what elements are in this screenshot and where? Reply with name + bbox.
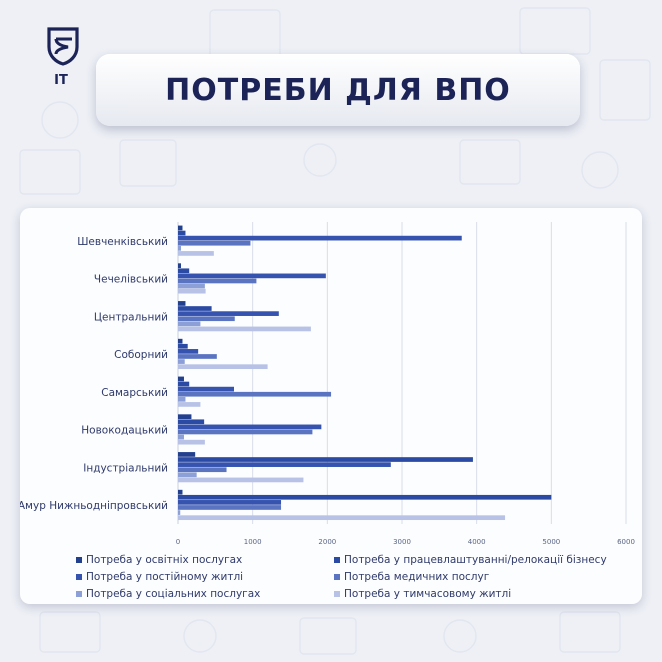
category-label: Чечелівський [94, 274, 168, 286]
bar [178, 452, 196, 457]
x-tick-label: 6000 [617, 538, 635, 546]
bar [178, 338, 183, 344]
bar [178, 240, 251, 246]
bar [178, 510, 181, 515]
shield-icon [47, 27, 79, 66]
legend-swatch [334, 573, 340, 580]
x-tick-label: 5000 [542, 538, 560, 546]
bar [178, 505, 282, 510]
bar [178, 396, 186, 402]
legend-item: Потреба у соціальних послугах [76, 586, 334, 601]
bar [178, 376, 184, 382]
legend-swatch [334, 556, 340, 563]
legend-item: Потреба у освітніх послугах [76, 552, 334, 567]
legend-label: Потреба медичних послуг [344, 570, 490, 583]
bar [178, 462, 391, 467]
bar [178, 263, 181, 269]
legend-label: Потреба у соціальних послугах [86, 587, 261, 600]
bar [178, 349, 199, 354]
bar [178, 301, 186, 306]
bar [178, 278, 257, 284]
x-tick-label: 4000 [468, 538, 486, 546]
bar [178, 311, 279, 316]
legend-label: Потреба у постійному житлі [86, 570, 244, 583]
bar [178, 472, 197, 478]
bar [178, 477, 304, 483]
chart-legend: Потреба у освітніх послугах Потреба у пра… [76, 552, 636, 601]
bar [178, 364, 268, 370]
bar [178, 381, 190, 387]
category-label: Самарський [101, 387, 168, 399]
bar [178, 391, 332, 397]
bar [178, 515, 506, 521]
brand-logo: IT [46, 26, 80, 88]
legend-label: Потреба у освітніх послугах [86, 553, 243, 566]
legend-item: Потреба медичних послуг [334, 569, 634, 584]
bar [178, 354, 217, 359]
bar [178, 273, 326, 279]
bar [178, 429, 313, 435]
x-tick-label: 0 [176, 538, 180, 546]
bar [178, 245, 181, 251]
bar [178, 494, 552, 500]
bar [178, 386, 234, 392]
bar-chart: 0 1000 2000 3000 4000 5000 6000 Шевченківський Ч… [20, 222, 635, 546]
bar [178, 434, 184, 440]
bar [178, 500, 282, 505]
category-label: Соборний [114, 349, 168, 361]
legend-swatch [76, 590, 82, 597]
legend-swatch [76, 573, 82, 580]
bar [178, 402, 201, 407]
page-title: ПОТРЕБИ ДЛЯ ВПО [165, 72, 511, 108]
bar [178, 306, 212, 311]
bar [178, 489, 183, 495]
chart-card: 0 1000 2000 3000 4000 5000 6000 Шевченківський Ч… [20, 208, 642, 604]
x-tick-label: 1000 [244, 538, 262, 546]
bar [178, 326, 311, 332]
legend-item: Потреба у тимчасовому житлі [334, 586, 634, 601]
legend-swatch [334, 590, 340, 597]
category-label: Центральний [94, 311, 168, 323]
bar [178, 316, 235, 322]
bar [178, 457, 473, 462]
category-label: Новокодацький [81, 425, 168, 437]
bar [178, 439, 205, 445]
bar [178, 235, 462, 241]
x-tick-label: 3000 [393, 538, 411, 546]
bar [178, 343, 188, 349]
category-label: Шевченківський [77, 236, 168, 248]
category-label: Амур Нижньодніпровський [20, 500, 168, 512]
x-tick-label: 2000 [318, 538, 336, 546]
bar [178, 419, 205, 425]
bar [178, 251, 214, 256]
bar [178, 321, 201, 327]
title-card: ПОТРЕБИ ДЛЯ ВПО [96, 54, 580, 126]
legend-swatch [76, 556, 82, 563]
bar [178, 268, 190, 274]
legend-item: Потреба у працевлаштуванні/релокації біз… [334, 552, 634, 567]
legend-label: Потреба у працевлаштуванні/релокації біз… [344, 553, 607, 566]
logo-text: IT [54, 73, 68, 88]
bar [178, 359, 185, 364]
bar [178, 283, 205, 289]
bar [178, 467, 227, 473]
bar [178, 230, 186, 236]
category-label: Індустріальний [83, 462, 168, 474]
bar [178, 288, 206, 294]
bar [178, 424, 322, 430]
legend-item: Потреба у постійному житлі [76, 569, 334, 584]
bar [178, 414, 192, 420]
bar [178, 225, 183, 231]
legend-label: Потреба у тимчасовому житлі [344, 587, 512, 600]
